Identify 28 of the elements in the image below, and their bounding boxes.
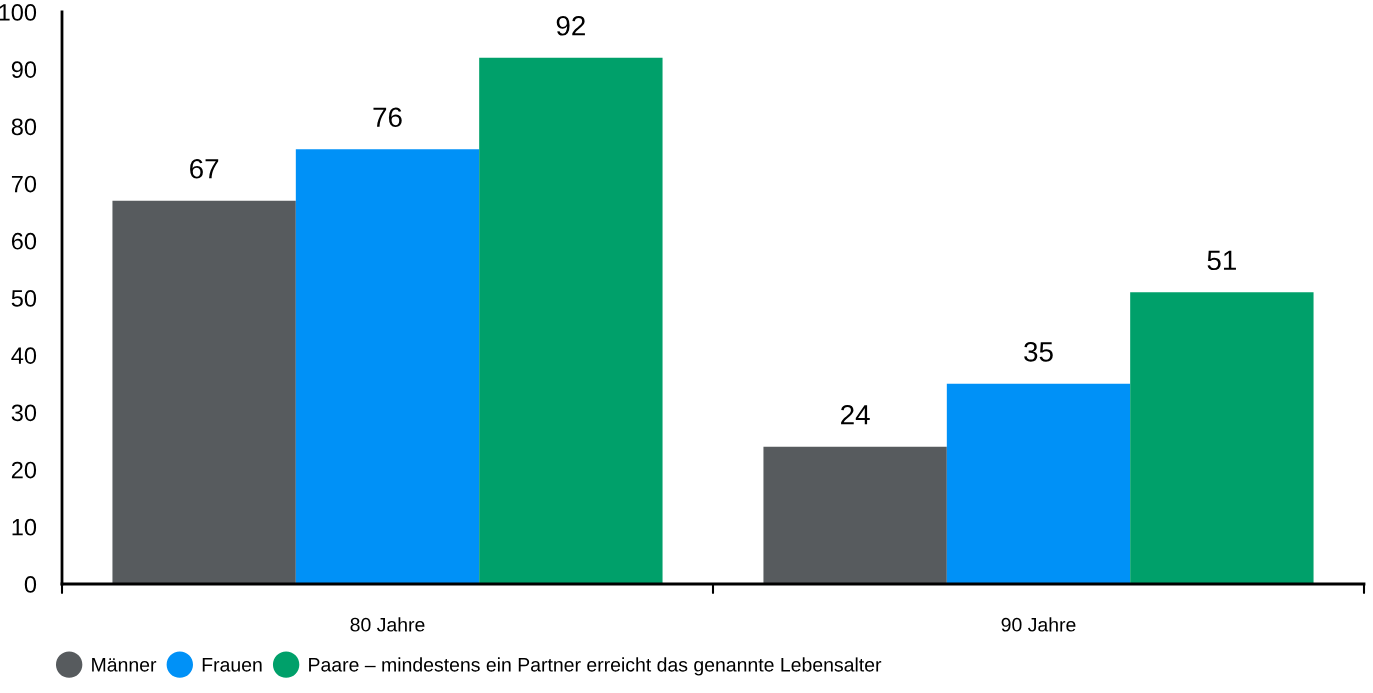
x-tick-label: 80 Jahre (350, 617, 425, 632)
y-tick-label: 90 (11, 61, 37, 78)
y-tick-label: 30 (11, 404, 37, 422)
legend-label: Paare – mindestens ein Partner erreicht das genannte Lebensalter (309, 657, 882, 676)
data-label: 24 (841, 404, 870, 425)
data-label: 76 (373, 107, 402, 128)
bar (295, 149, 480, 584)
data-label: 92 (556, 15, 585, 36)
data-label: 35 (1024, 341, 1053, 362)
y-tick-label: 80 (11, 118, 37, 136)
y-tick-label: 0 (24, 576, 37, 593)
y-tick-label: 20 (11, 461, 37, 479)
y-tick-label: 100 (0, 4, 37, 21)
legend-label: Frauen (202, 658, 262, 672)
bar (479, 57, 663, 584)
y-tick-label: 40 (11, 347, 37, 364)
data-label: 67 (190, 158, 219, 179)
bar (763, 446, 947, 584)
data-label: 51 (1207, 250, 1236, 271)
y-tick-label: 60 (11, 232, 37, 250)
y-tick-label: 50 (11, 290, 37, 307)
y-tick-label: 10 (12, 518, 37, 536)
bar (946, 383, 1131, 584)
legend-label: Männer (92, 658, 157, 672)
bar (112, 200, 296, 584)
y-tick-label: 70 (11, 175, 37, 193)
bar (1130, 292, 1314, 584)
x-tick-label: 90 Jahre (1001, 617, 1076, 632)
